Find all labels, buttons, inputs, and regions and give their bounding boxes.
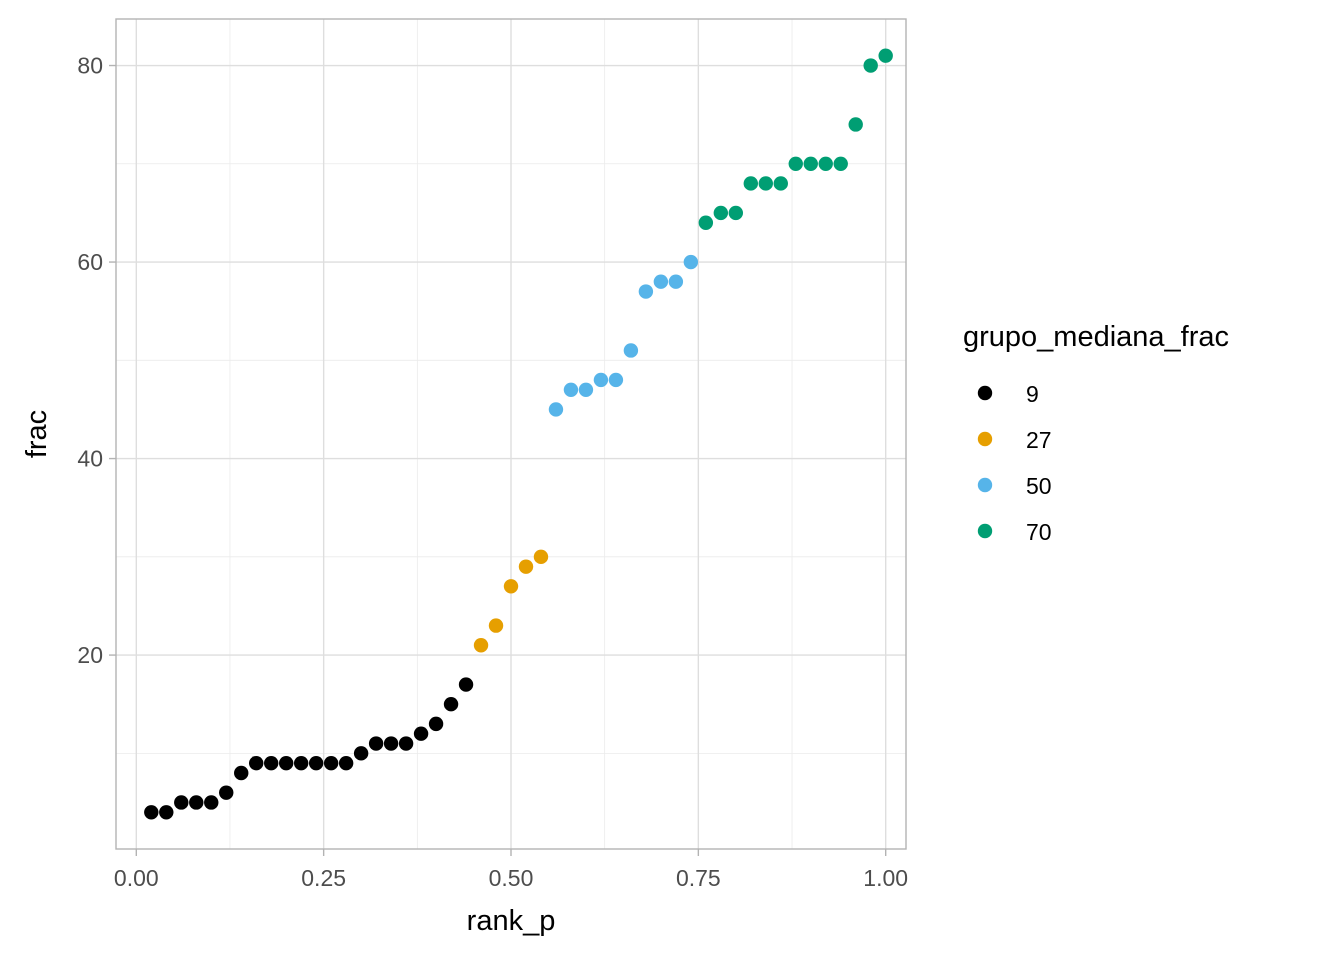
data-point	[144, 805, 159, 820]
data-point	[863, 58, 878, 73]
data-point	[488, 618, 504, 633]
data-point	[548, 402, 564, 417]
y-axis-title: frac	[21, 410, 53, 458]
y-tick-label: 40	[77, 446, 103, 472]
legend-label: 50	[1026, 473, 1052, 499]
data-point	[788, 156, 803, 171]
y-tick-label: 80	[77, 53, 103, 79]
x-axis-title: rank_p	[467, 905, 556, 937]
data-point	[623, 343, 639, 358]
data-point	[803, 156, 818, 171]
x-tick-label: 0.75	[676, 865, 721, 891]
data-point	[234, 765, 249, 781]
legend-key	[977, 523, 993, 539]
data-point	[683, 254, 699, 270]
major-gridlines	[116, 19, 906, 849]
data-point	[758, 176, 773, 191]
data-point	[458, 677, 474, 692]
data-point	[533, 549, 549, 565]
data-point	[398, 736, 414, 751]
data-point	[743, 176, 759, 191]
data-point	[728, 205, 744, 221]
data-point	[308, 755, 324, 771]
data-point	[503, 579, 519, 594]
x-tick-label: 0.25	[301, 865, 346, 891]
data-point	[249, 755, 264, 771]
data-point	[263, 755, 279, 771]
data-point	[159, 805, 174, 820]
legend-key	[977, 477, 993, 493]
data-point	[578, 382, 594, 397]
legend-label: 27	[1026, 427, 1052, 453]
y-axis: 20 40 60 80	[77, 53, 116, 668]
data-point	[323, 755, 339, 771]
data-point	[818, 156, 833, 171]
data-point	[428, 716, 444, 732]
data-point	[878, 48, 893, 63]
data-point	[833, 156, 848, 171]
y-tick-label: 60	[77, 249, 103, 275]
x-tick-label: 0.50	[489, 865, 534, 891]
data-point	[668, 274, 684, 289]
data-point	[353, 746, 369, 761]
data-points	[144, 48, 893, 820]
legend-label: 70	[1026, 519, 1052, 545]
data-point	[713, 205, 729, 221]
legend-key	[977, 431, 993, 447]
data-point	[443, 697, 459, 712]
data-point	[698, 215, 714, 230]
data-point	[638, 284, 654, 299]
data-point	[773, 176, 788, 191]
data-point	[518, 559, 534, 574]
data-point	[653, 274, 669, 289]
data-point	[219, 785, 234, 800]
data-point	[278, 755, 294, 771]
data-point	[204, 795, 219, 810]
data-point	[848, 117, 863, 132]
data-point	[174, 795, 189, 810]
data-point	[593, 372, 609, 388]
data-point	[338, 755, 354, 771]
data-point	[563, 382, 579, 397]
data-point	[473, 638, 489, 653]
legend: grupo_mediana_frac 9 27 50 70	[963, 321, 1229, 545]
legend-items: 9 27 50 70	[977, 381, 1052, 545]
data-point	[189, 795, 204, 810]
legend-key	[977, 385, 993, 401]
x-tick-label: 1.00	[863, 865, 908, 891]
data-point	[368, 736, 384, 751]
y-tick-label: 20	[77, 642, 103, 668]
data-point	[383, 736, 399, 751]
data-point	[293, 755, 309, 771]
legend-label: 9	[1026, 381, 1039, 407]
x-axis: 0.00 0.25 0.50 0.75 1.00	[114, 849, 908, 891]
legend-title: grupo_mediana_frac	[963, 321, 1229, 353]
data-point	[413, 726, 429, 741]
data-point	[608, 372, 624, 388]
x-tick-label: 0.00	[114, 865, 159, 891]
